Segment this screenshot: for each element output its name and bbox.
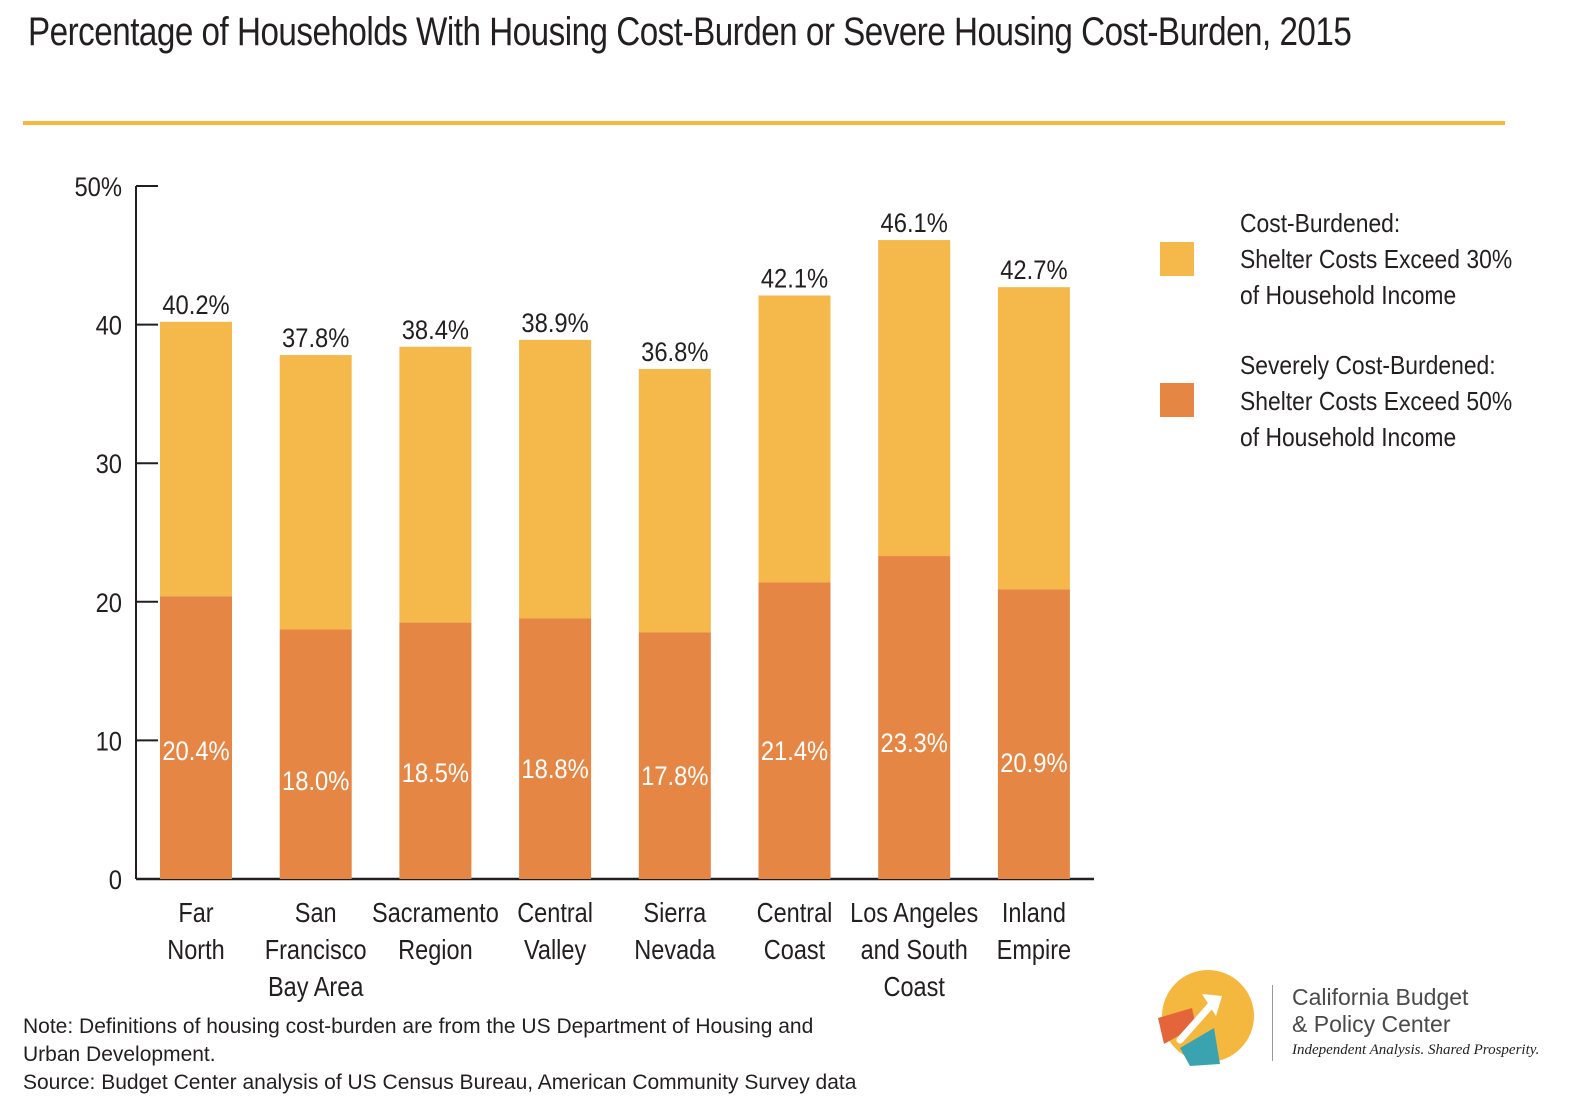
legend-severely-line1: Severely Cost-Burdened: bbox=[1240, 350, 1496, 380]
legend-swatch-severely bbox=[1160, 383, 1194, 417]
legend-severely: Severely Cost-Burdened: Shelter Costs Ex… bbox=[1240, 347, 1512, 455]
bar-severely-cost-burdened bbox=[399, 622, 472, 879]
budget-center-logo-icon bbox=[1158, 970, 1254, 1066]
note-line-1: Note: Definitions of housing cost-burden… bbox=[23, 1015, 814, 1038]
data-label-total: 38.4% bbox=[402, 315, 469, 345]
bar-severely-cost-burdened bbox=[160, 596, 232, 879]
legend-cost-burdened-line2: Shelter Costs Exceed 30% bbox=[1240, 244, 1513, 274]
x-category-label: Los Angeles bbox=[850, 898, 978, 928]
bar-severely-cost-burdened bbox=[997, 589, 1070, 879]
data-label-severely: 18.0% bbox=[282, 767, 349, 797]
bar-severely-cost-burdened bbox=[878, 556, 951, 879]
data-label-total: 40.2% bbox=[162, 290, 229, 320]
legend-swatch-cost-burdened bbox=[1160, 242, 1194, 276]
title-divider bbox=[23, 121, 1505, 125]
data-label-severely: 20.9% bbox=[1000, 749, 1067, 779]
x-category-label: Coast bbox=[764, 935, 825, 965]
bar-cost-burdened bbox=[399, 346, 472, 623]
x-category-label: Valley bbox=[524, 935, 586, 965]
data-label-total: 38.9% bbox=[521, 308, 588, 338]
data-label-severely: 18.5% bbox=[402, 759, 469, 789]
x-category-label: Central bbox=[517, 898, 593, 928]
data-label-severely: 23.3% bbox=[881, 729, 948, 759]
x-category-label: San bbox=[295, 898, 337, 928]
x-category-label: Empire bbox=[997, 935, 1071, 965]
x-category-label: Nevada bbox=[634, 935, 716, 965]
data-label-severely: 17.8% bbox=[641, 762, 708, 792]
y-tick-label: 20 bbox=[96, 588, 122, 618]
x-category-label: Region bbox=[398, 935, 473, 965]
x-category-label: Bay Area bbox=[268, 972, 364, 1002]
source-line: Source: Budget Center analysis of US Cen… bbox=[23, 1071, 857, 1094]
data-label-total: 37.8% bbox=[282, 324, 349, 354]
logo-org-line-2: & Policy Center bbox=[1292, 1011, 1451, 1037]
legend-cost-burdened-line3: of Household Income bbox=[1240, 280, 1457, 310]
legend-cost-burdened-line1: Cost-Burdened: bbox=[1240, 208, 1401, 238]
bar-cost-burdened bbox=[519, 339, 592, 619]
bar-cost-burdened bbox=[997, 287, 1070, 590]
data-label-total: 42.7% bbox=[1000, 256, 1067, 286]
bar-severely-cost-burdened bbox=[758, 582, 831, 879]
bar-severely-cost-burdened bbox=[638, 632, 711, 879]
logo-tagline: Independent Analysis. Shared Prosperity. bbox=[1292, 1042, 1540, 1058]
data-label-total: 42.1% bbox=[761, 264, 828, 294]
x-category-label: Sierra bbox=[643, 898, 706, 928]
data-label-severely: 21.4% bbox=[761, 737, 828, 767]
x-category-label: and South bbox=[861, 935, 968, 965]
chart-title: Percentage of Households With Housing Co… bbox=[28, 10, 1352, 54]
data-label-total: 36.8% bbox=[641, 338, 708, 368]
note-line-2: Urban Development. bbox=[23, 1043, 216, 1066]
bar-cost-burdened bbox=[160, 321, 232, 597]
data-label-severely: 18.8% bbox=[521, 755, 588, 785]
bar-severely-cost-burdened bbox=[519, 618, 592, 879]
bar-cost-burdened bbox=[279, 355, 352, 630]
data-label-severely: 20.4% bbox=[162, 737, 229, 767]
logo-org-line-1: California Budget bbox=[1292, 984, 1469, 1010]
bar-cost-burdened bbox=[758, 295, 831, 583]
x-category-label: Central bbox=[757, 898, 833, 928]
y-tick-label: 0 bbox=[109, 866, 122, 896]
bar-cost-burdened bbox=[878, 240, 951, 557]
x-category-label: Sacramento bbox=[372, 898, 499, 928]
y-tick-label: 30 bbox=[96, 450, 122, 480]
x-category-label: Inland bbox=[1002, 898, 1066, 928]
bar-cost-burdened bbox=[638, 368, 711, 633]
legend-severely-line2: Shelter Costs Exceed 50% bbox=[1240, 386, 1513, 416]
x-category-label: Francisco bbox=[265, 935, 367, 965]
x-category-label: Far bbox=[178, 898, 214, 928]
y-tick-label: 10 bbox=[96, 727, 122, 757]
legend-severely-line3: of Household Income bbox=[1240, 422, 1457, 452]
data-label-total: 46.1% bbox=[881, 209, 948, 239]
logo-divider bbox=[1272, 985, 1273, 1061]
y-tick-label: 50% bbox=[74, 173, 122, 203]
x-category-label: Coast bbox=[883, 972, 944, 1002]
legend-cost-burdened: Cost-Burdened: Shelter Costs Exceed 30% … bbox=[1240, 205, 1512, 313]
bar-severely-cost-burdened bbox=[279, 629, 352, 879]
x-category-label: North bbox=[167, 935, 224, 965]
y-tick-label: 40 bbox=[96, 311, 122, 341]
